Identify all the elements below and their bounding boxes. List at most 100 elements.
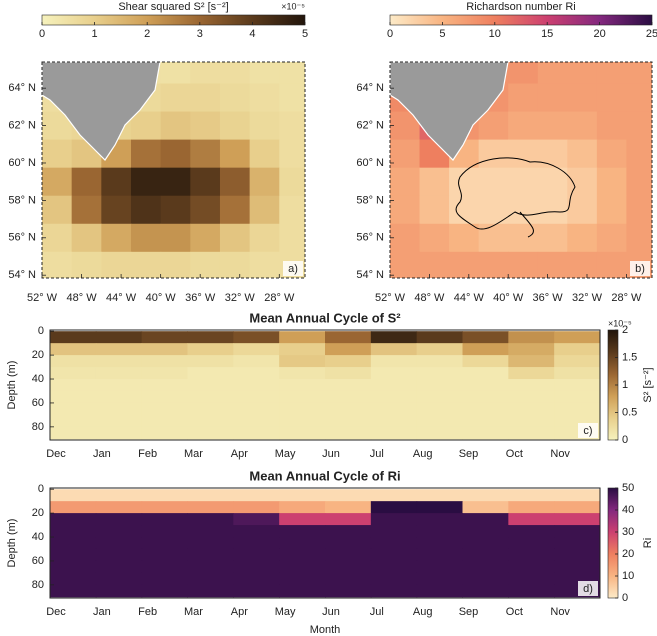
heatmap-cell <box>370 414 418 428</box>
x-tick-label: Sep <box>459 606 479 618</box>
map-cell <box>219 195 251 225</box>
chart-title: Mean Annual Cycle of Ri <box>249 468 400 483</box>
x-tick-label: 44° W <box>454 292 485 304</box>
heatmap-cell <box>508 402 555 416</box>
map-cell <box>419 251 450 278</box>
heatmap-cell <box>325 501 372 514</box>
y-tick-label: 40 <box>32 531 44 543</box>
heatmap-cell <box>370 525 418 538</box>
panel-label: c) <box>583 425 592 437</box>
map-cell <box>279 83 305 113</box>
heatmap-cell <box>141 355 188 368</box>
colorbar-tick-label: 1 <box>622 379 628 391</box>
heatmap-cell <box>233 584 280 598</box>
map-cell <box>537 111 568 141</box>
map-cell <box>390 195 421 225</box>
heatmap-cell <box>233 402 280 416</box>
heatmap-cell <box>187 489 234 502</box>
heatmap-cell <box>95 572 143 586</box>
map-cell <box>626 62 652 85</box>
heatmap-cell <box>508 343 555 356</box>
map-cell <box>508 223 539 253</box>
heatmap-cell <box>554 331 600 344</box>
heatmap-cell <box>462 525 509 538</box>
heatmap-cell <box>279 560 326 574</box>
heatmap-cell <box>416 331 463 344</box>
panel-label: a) <box>288 263 298 275</box>
heatmap-cell <box>370 379 418 392</box>
heatmap-cell <box>233 560 280 574</box>
map-cell <box>130 223 162 253</box>
heatmap-cell <box>187 379 234 392</box>
map-cell <box>279 139 305 169</box>
heatmap-cell <box>187 537 234 550</box>
heatmap-cell <box>95 367 143 380</box>
heatmap-cell <box>279 414 326 428</box>
x-tick-label: Dec <box>46 606 66 618</box>
heatmap-cell <box>325 379 372 392</box>
heatmap-cell <box>141 584 188 598</box>
y-tick-label: 62° N <box>8 119 36 131</box>
heatmap-cell <box>370 572 418 586</box>
heatmap-cell <box>462 426 509 440</box>
heatmap-cell <box>416 379 463 392</box>
axes-frame <box>41 61 306 279</box>
x-tick-label: Apr <box>231 448 248 460</box>
heatmap-cell <box>187 548 234 562</box>
heatmap-cell <box>325 355 372 368</box>
heatmap-cell <box>554 379 600 392</box>
heatmap-cell <box>141 525 188 538</box>
colorbar-label: Ri <box>642 538 654 548</box>
heatmap-cell <box>370 560 418 574</box>
y-tick-label: 60° N <box>356 157 384 169</box>
heatmap-cell <box>50 572 97 586</box>
y-tick-label: 54° N <box>356 269 384 281</box>
heatmap-cell <box>370 355 418 368</box>
heatmap-cell <box>416 584 463 598</box>
heatmap-cell <box>325 331 372 344</box>
colorbar-tick-label: 5 <box>439 28 445 40</box>
map-cell <box>478 223 509 253</box>
map-cell <box>279 167 305 197</box>
x-tick-label: 44° W <box>106 292 137 304</box>
map-cell <box>508 83 539 113</box>
map-cell <box>626 223 652 253</box>
colorbar-tick-label: 0 <box>622 434 628 446</box>
heatmap-cell <box>508 379 555 392</box>
heatmap-cell <box>187 572 234 586</box>
map-cell <box>160 195 191 225</box>
heatmap-cell <box>416 572 463 586</box>
heatmap-cell <box>187 367 234 380</box>
heatmap-cell <box>508 426 555 440</box>
map-cell <box>626 195 652 225</box>
heatmap-cell <box>95 525 143 538</box>
heatmap-cell <box>416 343 463 356</box>
panel-label: b) <box>635 263 645 275</box>
colorbar-tick-label: 20 <box>593 28 605 40</box>
map-cell <box>390 167 421 197</box>
heatmap-cell <box>508 331 555 344</box>
map-cell <box>219 62 251 85</box>
heatmap-cell <box>141 379 188 392</box>
map-cell <box>537 251 568 278</box>
heatmap-cell <box>325 414 372 428</box>
map-cell <box>71 223 102 253</box>
x-tick-label: 32° W <box>225 292 256 304</box>
map-cell <box>249 111 280 141</box>
heatmap-cell <box>95 379 143 392</box>
heatmap-cell <box>416 367 463 380</box>
heatmap-cell <box>370 343 418 356</box>
heatmap-cell <box>50 489 97 502</box>
heatmap-cell <box>141 572 188 586</box>
colorbar-multiplier: ×10⁻⁵ <box>281 1 305 11</box>
map-cell <box>190 195 221 225</box>
heatmap-cell <box>233 489 280 502</box>
map-cell <box>42 251 73 278</box>
heatmap-cell <box>233 367 280 380</box>
map-cell <box>508 167 539 197</box>
axes-frame <box>49 487 601 599</box>
heatmap-cell <box>95 343 143 356</box>
colorbar-tick-label: 5 <box>302 28 308 40</box>
heatmap-cell <box>508 355 555 368</box>
x-tick-label: May <box>275 448 296 460</box>
